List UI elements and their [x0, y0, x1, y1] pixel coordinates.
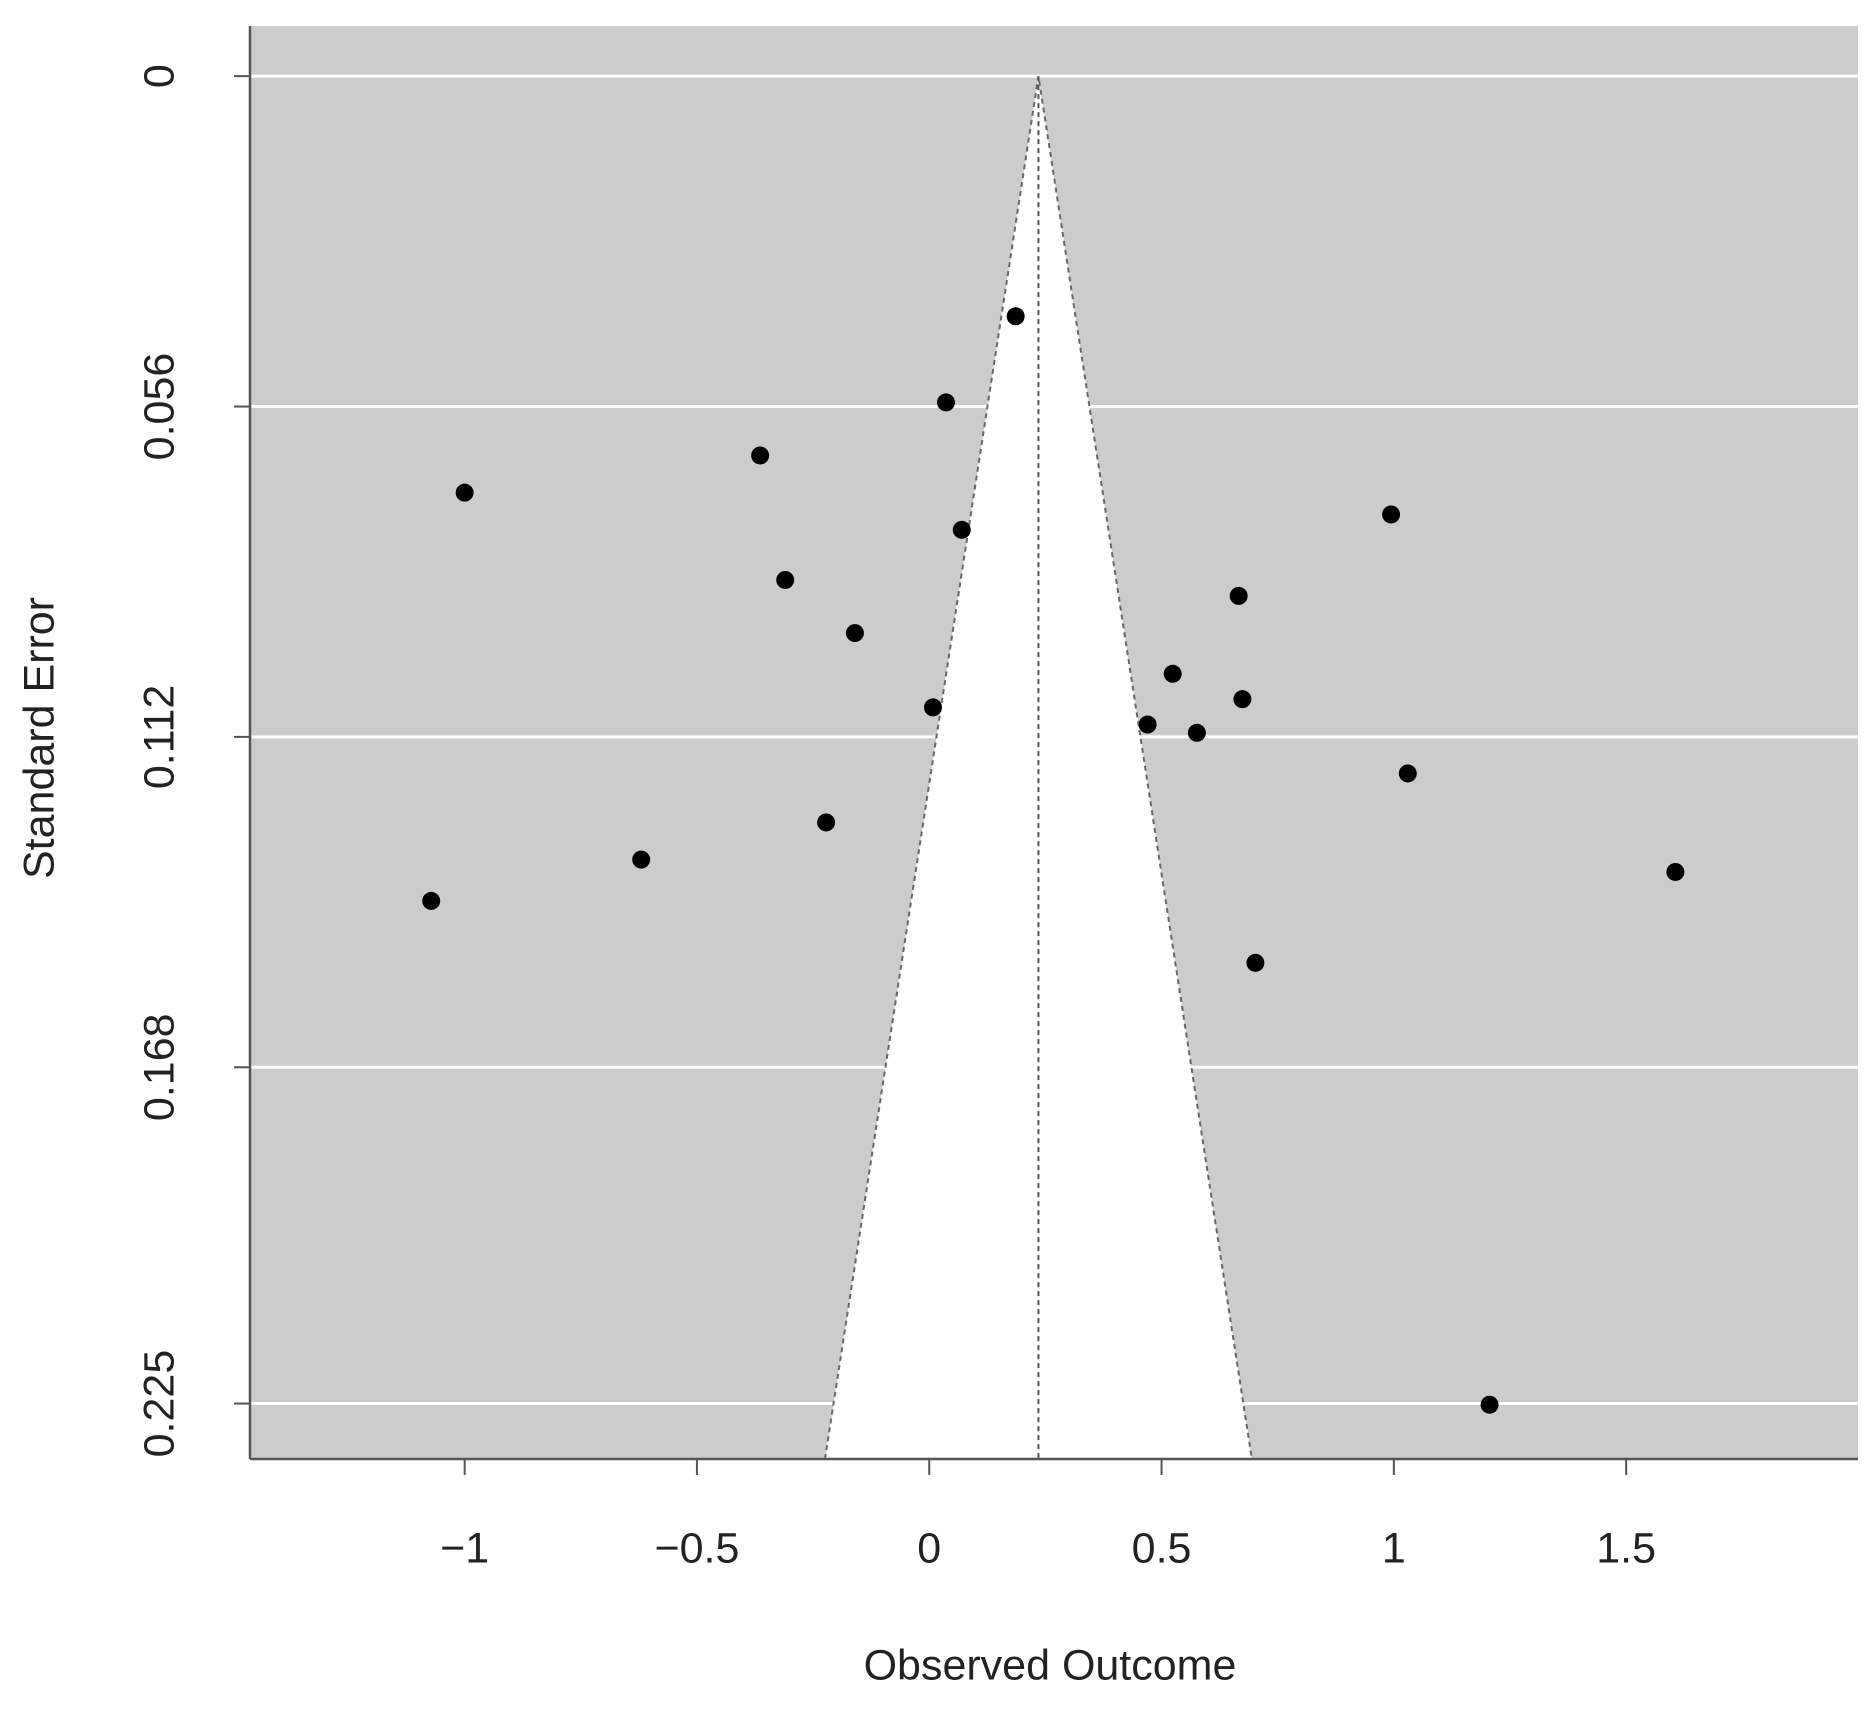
- study-point: [1006, 307, 1025, 326]
- x-tick-label: −0.5: [655, 1524, 740, 1572]
- study-point: [817, 813, 836, 832]
- y-tick-label: 0.225: [135, 1350, 183, 1458]
- x-tick-label: 0: [917, 1524, 941, 1572]
- x-tick-label: −1: [440, 1524, 489, 1572]
- study-point: [751, 446, 770, 465]
- study-point: [1398, 764, 1417, 783]
- study-point: [1246, 953, 1265, 972]
- x-tick-label: 1.5: [1596, 1524, 1656, 1572]
- study-point: [632, 850, 651, 869]
- y-axis-label: Standard Error: [15, 597, 63, 879]
- study-point: [1666, 862, 1685, 881]
- y-tick-label: 0.112: [135, 685, 183, 789]
- y-tick-label: 0: [135, 64, 183, 88]
- study-point: [776, 570, 795, 589]
- x-tick-label: 1: [1382, 1524, 1406, 1572]
- funnel-region: [824, 76, 1252, 1460]
- study-point: [1229, 586, 1248, 605]
- y-tick-label: 0.168: [135, 1013, 183, 1121]
- study-point: [455, 483, 474, 502]
- x-tick-label: 0.5: [1132, 1524, 1192, 1572]
- study-point: [1163, 664, 1182, 683]
- study-point: [1480, 1395, 1499, 1414]
- y-tick-label: 0.056: [135, 353, 183, 461]
- study-point: [1233, 690, 1252, 709]
- study-point: [1138, 715, 1157, 734]
- study-point: [1382, 505, 1401, 524]
- x-axis-label: Observed Outcome: [864, 1641, 1237, 1689]
- study-point: [845, 624, 864, 643]
- study-point: [952, 520, 971, 539]
- study-point: [1187, 723, 1206, 742]
- study-point: [936, 393, 955, 412]
- study-point: [923, 698, 942, 717]
- study-point: [422, 891, 441, 910]
